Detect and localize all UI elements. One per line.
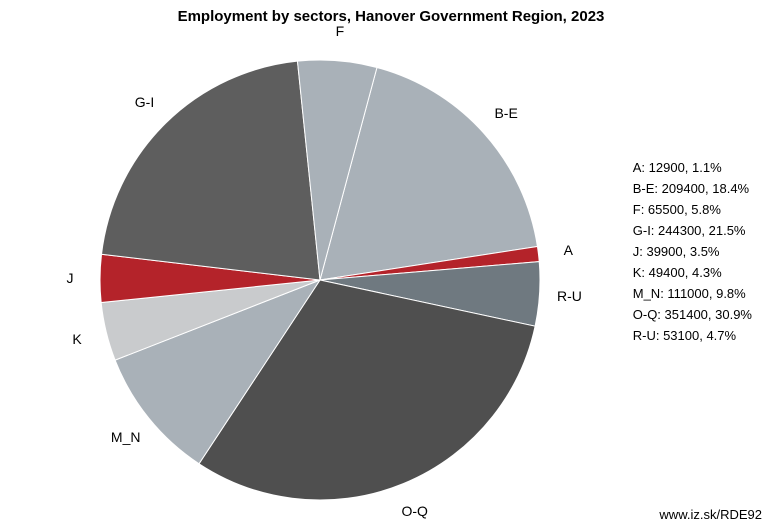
slice-label: F [336, 23, 345, 39]
legend-item: B-E: 209400, 18.4% [633, 181, 752, 196]
chart-title: Employment by sectors, Hanover Governmen… [0, 8, 782, 25]
pie-chart [100, 60, 540, 505]
legend-item: K: 49400, 4.3% [633, 265, 752, 280]
legend-item: R-U: 53100, 4.7% [633, 328, 752, 343]
slice-label: R-U [557, 288, 582, 304]
source-link: www.iz.sk/RDE92 [659, 507, 762, 522]
legend-item: F: 65500, 5.8% [633, 202, 752, 217]
chart-container: Employment by sectors, Hanover Governmen… [0, 0, 782, 532]
legend-item: M_N: 111000, 9.8% [633, 286, 752, 301]
slice-label: A [564, 242, 573, 258]
legend-item: O-Q: 351400, 30.9% [633, 307, 752, 322]
legend: A: 12900, 1.1% B-E: 209400, 18.4% F: 65500… [633, 160, 752, 349]
pie-slice [102, 61, 320, 280]
slice-label: O-Q [401, 503, 427, 519]
slice-label: J [67, 270, 74, 286]
legend-item: G-I: 244300, 21.5% [633, 223, 752, 238]
slice-label: K [72, 331, 81, 347]
legend-item: A: 12900, 1.1% [633, 160, 752, 175]
legend-item: J: 39900, 3.5% [633, 244, 752, 259]
